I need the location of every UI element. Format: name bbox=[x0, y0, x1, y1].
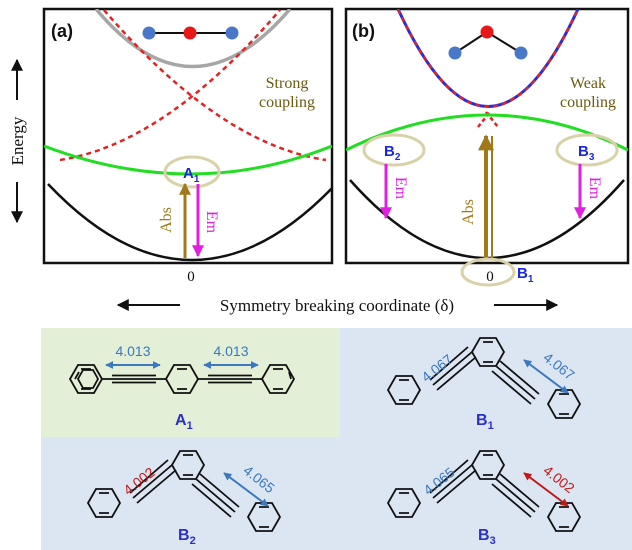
em-label-b3: Em bbox=[586, 177, 603, 200]
coupling-text-b-line1: Weak bbox=[570, 75, 606, 92]
panel-b-label: (b) bbox=[352, 21, 375, 41]
abs-label-b: Abs bbox=[460, 199, 477, 225]
state-ring-b2 bbox=[362, 133, 426, 167]
bond-length-a1-right: 4.013 bbox=[213, 343, 248, 359]
panel-a: A1 Abs Em (a) Strong coupling bbox=[42, 7, 334, 265]
symmetry-axis-label: Symmetry breaking coordinate (δ) bbox=[220, 296, 454, 315]
abs-label-a: Abs bbox=[158, 207, 175, 233]
em-label-b2: Em bbox=[392, 177, 409, 200]
panel-b-frame bbox=[344, 7, 630, 265]
energy-axis-label: Energy bbox=[8, 116, 27, 165]
em-label-a: Em bbox=[203, 211, 220, 234]
symmetry-axis: Symmetry breaking coordinate (δ) bbox=[116, 296, 559, 315]
state-ring-b3 bbox=[555, 133, 619, 167]
bond-arrow-b1-right bbox=[523, 359, 569, 394]
excited-state-curve-a bbox=[44, 144, 332, 176]
bent-molecule-icon bbox=[448, 25, 528, 60]
state-label-b3: B3 bbox=[578, 143, 595, 163]
state-label-a1: A1 bbox=[183, 165, 200, 185]
coupling-text-a-line2: coupling bbox=[259, 94, 315, 111]
zero-tick-a: 0 bbox=[187, 269, 195, 285]
molecule-label-a1: A1 bbox=[175, 412, 193, 432]
panel-a-label: (a) bbox=[51, 21, 73, 41]
upper-state-curve-b-dash bbox=[397, 9, 579, 108]
linear-molecule-icon bbox=[142, 26, 239, 40]
diabatic-curve-a-right bbox=[103, 9, 327, 162]
molecule-panel-b2 bbox=[41, 437, 340, 550]
bond-arrow-b2-right bbox=[223, 472, 269, 507]
state-ring-a1 bbox=[163, 155, 221, 189]
state-label-b1: B1 bbox=[517, 265, 534, 285]
panel-a-frame bbox=[42, 7, 334, 265]
molecule-label-b1: B1 bbox=[476, 412, 494, 432]
energy-axis: Energy bbox=[8, 58, 27, 224]
molecule-a1 bbox=[68, 364, 296, 394]
molecule-label-b3: B3 bbox=[478, 527, 496, 547]
ground-state-curve-a bbox=[47, 183, 332, 262]
state-ring-b1 bbox=[460, 257, 516, 287]
molecule-b3 bbox=[386, 450, 582, 532]
molecule-panel-a1 bbox=[41, 328, 340, 437]
bond-arrow-b3-right bbox=[523, 472, 569, 507]
panel-b: B2 B3 Em Em Abs (b) Weak coupling bbox=[344, 7, 630, 265]
state-label-b2: B2 bbox=[384, 143, 401, 163]
coupling-text-a-line1: Strong bbox=[266, 75, 309, 92]
molecule-panel-b1 bbox=[340, 328, 632, 437]
molecule-label-b2: B2 bbox=[178, 527, 196, 547]
diabatic-curve-a-left bbox=[59, 9, 281, 162]
coupling-text-b-line2: coupling bbox=[560, 94, 616, 111]
upper-state-curve-a bbox=[94, 9, 292, 69]
zero-tick-b: 0 bbox=[486, 269, 494, 285]
bond-length-a1-left: 4.013 bbox=[115, 343, 150, 359]
